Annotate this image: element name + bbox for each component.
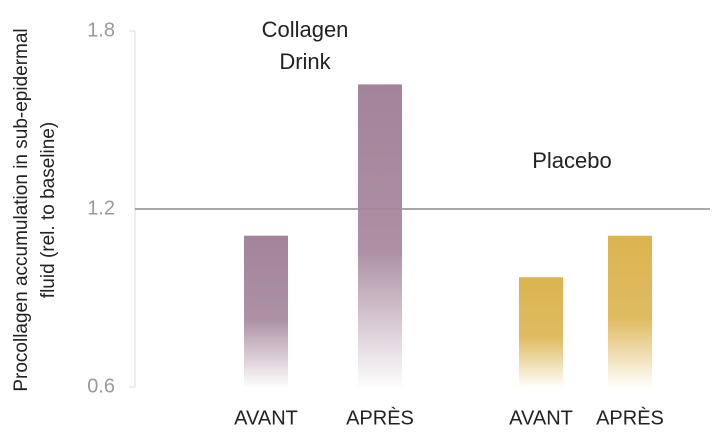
bar (608, 235, 652, 387)
series-label: Collagen Drink (261, 17, 349, 74)
y-tick-label: 0.6 (87, 375, 115, 397)
y-tick-label: 1.2 (87, 197, 115, 219)
bar (358, 84, 402, 388)
bar (244, 235, 288, 387)
y-axis-label: Procollagen accumulation in sub-epiderma… (11, 28, 59, 392)
series-label: Placebo (532, 148, 612, 173)
bar (519, 277, 563, 387)
x-tick-label: APRÈS (346, 406, 414, 429)
x-tick-label: APRÈS (596, 406, 664, 429)
y-tick-label: 1.8 (87, 19, 115, 41)
x-tick-label: AVANT (234, 407, 298, 429)
x-tick-label: AVANT (509, 407, 573, 429)
